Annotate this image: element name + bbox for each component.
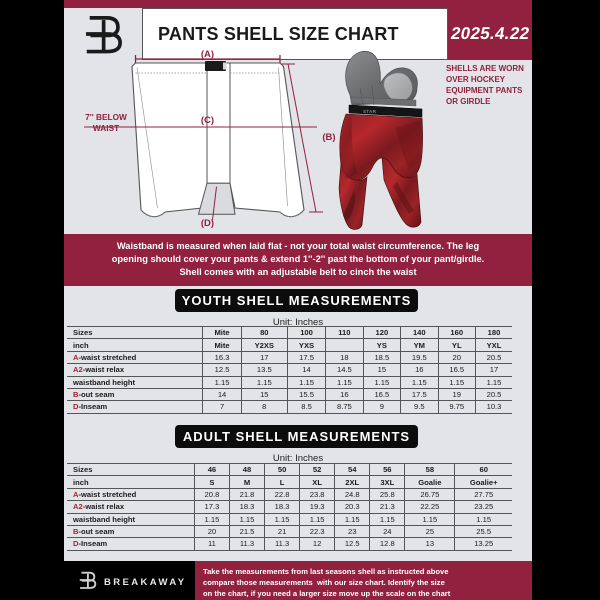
svg-text:SHELLS ARE WORN: SHELLS ARE WORN (446, 64, 524, 73)
svg-text:(C): (C) (201, 115, 214, 126)
svg-text:OVER HOCKEY: OVER HOCKEY (446, 75, 506, 84)
svg-text:(D): (D) (201, 218, 214, 229)
svg-text:STAR: STAR (363, 109, 377, 114)
svg-text:WAIST: WAIST (93, 123, 119, 133)
svg-text:(B): (B) (322, 132, 335, 143)
svg-text:(A): (A) (201, 49, 214, 60)
svg-text:7'' BELOW: 7'' BELOW (85, 112, 127, 122)
svg-text:EQUIPMENT PANTS: EQUIPMENT PANTS (446, 86, 523, 95)
svg-text:OR GIRDLE: OR GIRDLE (446, 97, 491, 106)
